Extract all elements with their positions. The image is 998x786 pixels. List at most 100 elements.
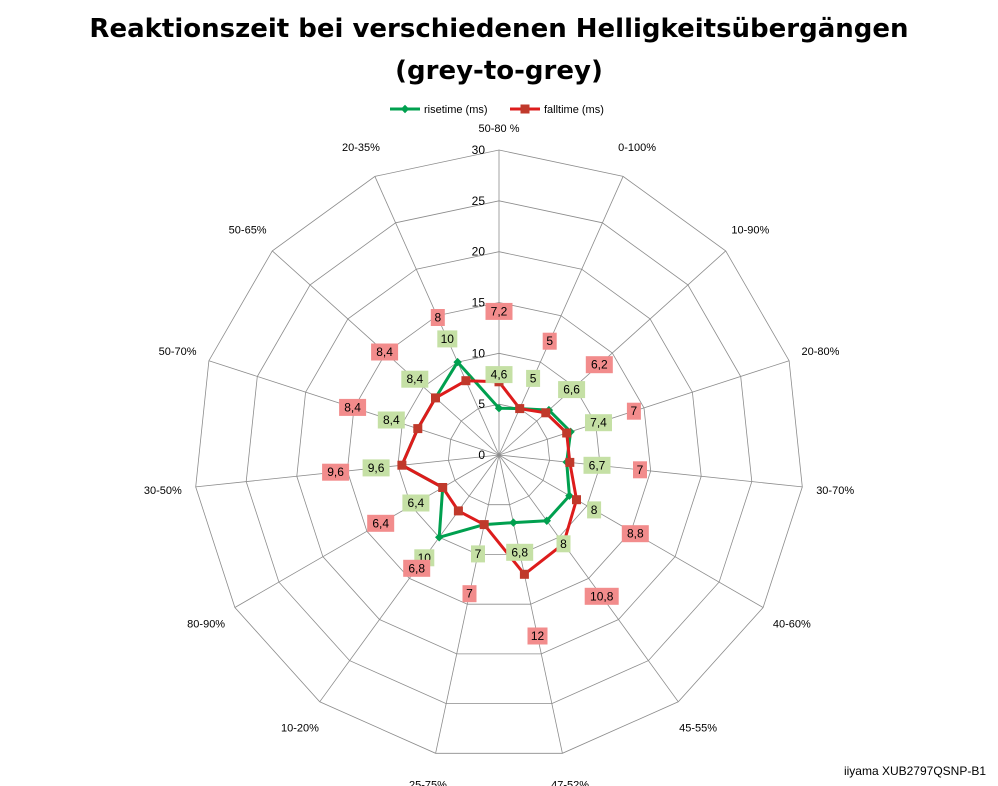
data-label: 6,6: [563, 383, 580, 397]
data-label: 6,8: [511, 545, 528, 559]
category-label: 40-60%: [773, 619, 811, 631]
data-label-box: [402, 494, 430, 512]
radial-tick-label: 5: [478, 397, 485, 411]
data-label: 12: [531, 629, 545, 643]
data-label: 7: [466, 587, 473, 601]
data-label: 8: [591, 503, 598, 517]
grid-ring: [447, 403, 551, 506]
legend-label: falltime (ms): [544, 104, 604, 116]
chart-title: Reaktionszeit bei verschiedenen Helligke…: [0, 8, 998, 92]
data-label: 6,4: [408, 496, 425, 510]
category-label: 50-65%: [229, 225, 267, 237]
grid-spoke: [234, 454, 500, 608]
data-point: [438, 483, 448, 492]
category-label: 47-52%: [551, 780, 589, 786]
radial-tick-label: 15: [472, 296, 486, 310]
category-label: 45-55%: [679, 723, 717, 735]
data-label: 7,4: [590, 416, 607, 430]
data-label-box: [556, 535, 571, 553]
data-label: 9,6: [327, 465, 344, 479]
data-label: 9,6: [368, 461, 385, 475]
chart-title-line-1: Reaktionszeit bei verschiedenen Helligke…: [89, 14, 909, 44]
data-point: [562, 428, 572, 438]
data-label: 8,4: [376, 345, 393, 359]
category-label: 10-90%: [731, 225, 769, 237]
grid-spoke: [498, 454, 563, 754]
data-label: 7: [637, 463, 644, 477]
data-point: [541, 408, 551, 418]
data-label: 8,4: [383, 413, 400, 427]
radial-tick-label: 25: [472, 194, 486, 208]
series-line: [400, 379, 578, 576]
data-label-box: [430, 309, 445, 326]
data-label-box: [626, 402, 641, 420]
category-label: 20-35%: [342, 142, 380, 154]
data-label: 8: [560, 537, 567, 551]
data-label-box: [362, 459, 390, 477]
category-label: 10-20%: [281, 723, 319, 735]
data-label-box: [437, 330, 458, 348]
data-label: 6,8: [408, 561, 425, 575]
data-point: [453, 506, 463, 516]
category-label: 50-80 %: [479, 123, 520, 135]
chart-title-line-2: (grey-to-grey): [395, 56, 603, 86]
data-point: [515, 404, 525, 414]
legend-marker: [400, 104, 410, 114]
data-label: 8,8: [627, 527, 644, 541]
data-label-box: [558, 381, 586, 399]
grid-ring: [397, 352, 601, 555]
data-point: [509, 518, 518, 527]
category-label: 30-50%: [144, 485, 182, 497]
data-label-box: [584, 587, 619, 605]
data-point: [542, 516, 551, 525]
data-label-box: [633, 461, 647, 479]
data-label: 7: [631, 404, 638, 418]
category-label: 20-80%: [802, 346, 840, 358]
grid-ring: [296, 251, 702, 655]
data-point: [479, 520, 489, 530]
data-point: [565, 457, 575, 467]
data-label: 7,2: [491, 304, 508, 318]
legend: risetime (ms) falltime (ms): [390, 104, 604, 116]
data-point: [453, 357, 462, 367]
data-point: [435, 533, 444, 542]
data-label-box: [527, 627, 548, 645]
grid-spoke: [498, 360, 790, 456]
category-label: 0-100%: [618, 142, 656, 154]
data-label-box: [367, 514, 395, 532]
data-label-box: [377, 411, 405, 429]
category-label: 50-70%: [159, 346, 197, 358]
data-point: [461, 376, 471, 386]
data-label: 4,6: [491, 368, 508, 382]
legend-marker: [520, 104, 530, 114]
data-label-box: [471, 545, 485, 563]
monitor-model-credit: iiyama XUB2797QSNP-B1: [843, 764, 986, 778]
data-label-box: [371, 343, 399, 361]
data-point: [494, 404, 504, 413]
data-label-box: [621, 525, 649, 543]
data-label-box: [526, 369, 541, 387]
category-labels: 50-80 % 0-100% 10-90% 20-80% 30-70% 40-60% 45-…: [144, 123, 854, 786]
grid-ring: [195, 149, 803, 754]
grid-spoke: [498, 250, 726, 456]
series-falltime: [397, 376, 581, 579]
grid-ring: [346, 302, 652, 605]
data-label: 8: [434, 311, 441, 325]
grid-spoke: [498, 176, 624, 456]
data-label: 5: [546, 334, 553, 348]
category-label: 25-75%: [409, 780, 447, 786]
radial-tick-label: 0: [478, 448, 485, 462]
data-label: 5: [530, 371, 537, 385]
radial-tick-label: 20: [472, 245, 486, 259]
data-label-box: [485, 302, 513, 320]
data-label-box: [585, 414, 612, 432]
radial-axis: 0 5 10 15 20 25 30: [472, 143, 486, 462]
data-label: 6,7: [589, 458, 606, 472]
data-label-box: [542, 332, 557, 350]
data-label: 8,4: [406, 372, 423, 386]
grid-ring: [245, 200, 753, 704]
data-label-box: [462, 585, 477, 603]
data-point: [519, 569, 529, 579]
data-label: 6,2: [591, 358, 608, 372]
